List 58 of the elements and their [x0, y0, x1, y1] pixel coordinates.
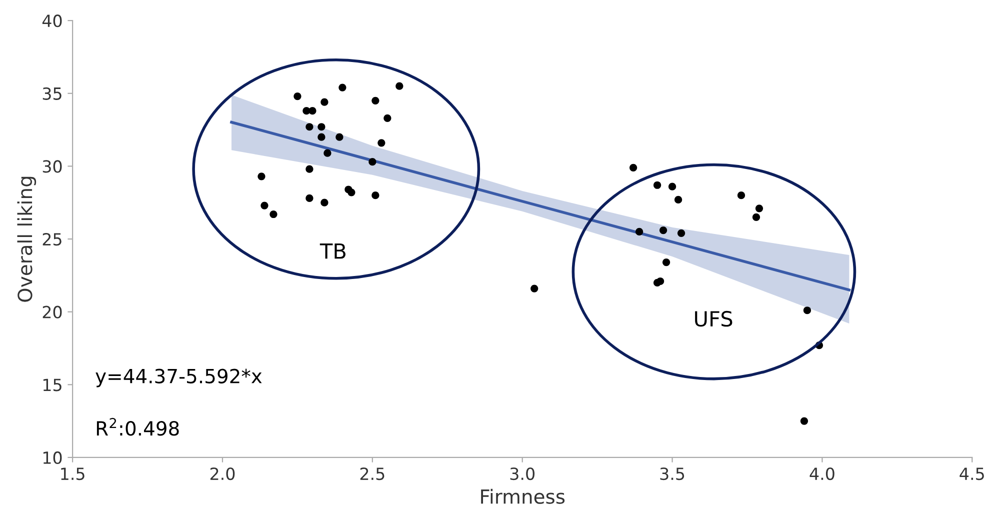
point	[306, 165, 314, 173]
y-tick-label: 30	[42, 160, 62, 173]
point	[659, 226, 668, 234]
y-tick-label: 15	[43, 378, 62, 392]
point	[324, 149, 332, 157]
point	[755, 204, 764, 212]
x-tick-label: 2.0	[210, 467, 235, 480]
point	[653, 181, 662, 189]
y-tick-label: 20	[42, 306, 62, 318]
point	[378, 139, 386, 147]
point	[396, 82, 404, 90]
x-tick-label: 1.5	[61, 468, 84, 480]
point	[800, 417, 808, 425]
point	[674, 196, 682, 204]
point	[629, 164, 638, 172]
x-tick-label: 4.5	[960, 468, 984, 480]
point	[662, 258, 670, 266]
point	[803, 306, 812, 314]
annotation: R$^{2}$:0.498	[96, 418, 179, 436]
point	[384, 114, 392, 122]
point	[318, 133, 326, 141]
point	[260, 202, 268, 210]
point	[320, 198, 328, 206]
point	[306, 123, 314, 131]
annotation: UFS	[695, 310, 732, 327]
line-series	[230, 120, 851, 292]
point	[372, 192, 380, 200]
point	[656, 277, 664, 286]
y-axis-title: Overall liking	[17, 176, 36, 302]
point	[338, 84, 346, 92]
point	[668, 182, 676, 190]
point	[368, 158, 376, 166]
point	[372, 96, 380, 104]
point	[635, 228, 644, 236]
annotation: TB	[320, 243, 346, 259]
point	[336, 133, 344, 141]
x-tick-label: 3.5	[660, 467, 684, 480]
x-tick-label: 2.5	[360, 467, 384, 480]
y-tick-label: 35	[42, 87, 62, 100]
point	[306, 194, 314, 202]
x-tick-label: 4.0	[810, 467, 834, 480]
point	[320, 98, 328, 106]
y-tick-label: 10	[43, 451, 62, 464]
point	[752, 213, 760, 221]
point	[348, 188, 356, 196]
point	[258, 172, 266, 180]
y-tick-label: 40	[42, 14, 62, 28]
point	[270, 210, 278, 218]
x-tick-label: 3.0	[510, 467, 534, 480]
point	[530, 284, 538, 292]
point	[308, 107, 316, 115]
x-axis-title: Firmness	[481, 488, 565, 504]
point	[318, 123, 326, 131]
y-tick-label: 25	[42, 232, 62, 246]
annotation: y=44.37-5.592*x	[96, 368, 262, 388]
point	[737, 192, 746, 200]
point	[677, 229, 686, 237]
point	[294, 92, 302, 100]
